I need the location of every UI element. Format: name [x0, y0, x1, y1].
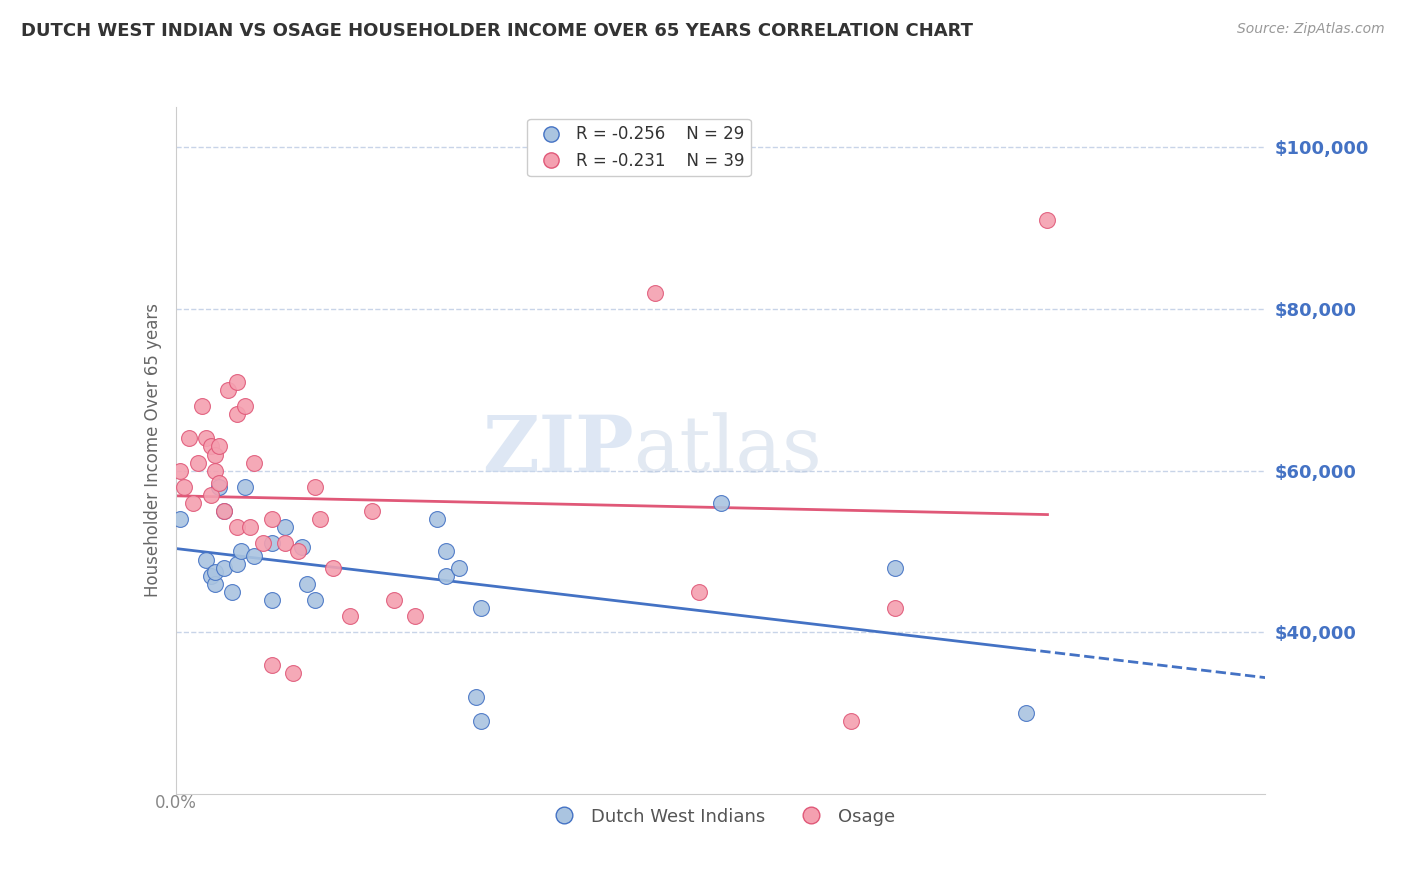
Point [470, 601, 492, 615]
Point [208, 439, 231, 453]
Point [173, 480, 195, 494]
Point [291, 541, 314, 555]
Point [212, 504, 235, 518]
Point [465, 690, 488, 704]
Point [239, 520, 262, 534]
Point [260, 536, 283, 550]
Point [260, 657, 283, 672]
Point [200, 439, 222, 453]
Point [204, 464, 226, 478]
Point [212, 560, 235, 574]
Point [644, 285, 666, 300]
Point [235, 480, 257, 494]
Text: ZIP: ZIP [482, 412, 633, 489]
Point [1036, 213, 1059, 227]
Point [322, 560, 344, 574]
Point [208, 480, 231, 494]
Point [274, 536, 297, 550]
Point [308, 512, 330, 526]
Point [295, 576, 318, 591]
Point [426, 512, 449, 526]
Text: atlas: atlas [633, 413, 823, 488]
Point [200, 568, 222, 582]
Point [225, 520, 247, 534]
Point [191, 399, 214, 413]
Point [260, 593, 283, 607]
Point [186, 456, 209, 470]
Point [884, 560, 907, 574]
Point [212, 504, 235, 518]
Point [884, 601, 907, 615]
Point [208, 475, 231, 490]
Point [225, 557, 247, 571]
Point [243, 456, 266, 470]
Text: 0.0%: 0.0% [155, 794, 197, 812]
Point [841, 714, 863, 728]
Point [231, 544, 253, 558]
Point [195, 552, 218, 566]
Point [169, 464, 191, 478]
Point [243, 549, 266, 563]
Point [434, 568, 457, 582]
Point [221, 585, 243, 599]
Point [274, 520, 297, 534]
Point [217, 383, 239, 397]
Point [204, 448, 226, 462]
Point [195, 431, 218, 445]
Point [470, 714, 492, 728]
Point [710, 496, 733, 510]
Point [252, 536, 274, 550]
Point [204, 565, 226, 579]
Point [360, 504, 382, 518]
Point [382, 593, 405, 607]
Text: Source: ZipAtlas.com: Source: ZipAtlas.com [1237, 22, 1385, 37]
Legend: Dutch West Indians, Osage: Dutch West Indians, Osage [538, 800, 903, 833]
Point [339, 609, 361, 624]
Point [304, 593, 326, 607]
Point [225, 407, 247, 421]
Point [177, 431, 200, 445]
Point [283, 665, 305, 680]
Point [200, 488, 222, 502]
Point [447, 560, 470, 574]
Point [304, 480, 326, 494]
Point [405, 609, 427, 624]
Point [688, 585, 710, 599]
Point [287, 544, 309, 558]
Point [204, 576, 226, 591]
Text: DUTCH WEST INDIAN VS OSAGE HOUSEHOLDER INCOME OVER 65 YEARS CORRELATION CHART: DUTCH WEST INDIAN VS OSAGE HOUSEHOLDER I… [21, 22, 973, 40]
Point [434, 544, 457, 558]
Y-axis label: Householder Income Over 65 years: Householder Income Over 65 years [143, 303, 162, 598]
Point [260, 512, 283, 526]
Point [1015, 706, 1038, 720]
Point [181, 496, 204, 510]
Point [225, 375, 247, 389]
Point [235, 399, 257, 413]
Point [169, 512, 191, 526]
